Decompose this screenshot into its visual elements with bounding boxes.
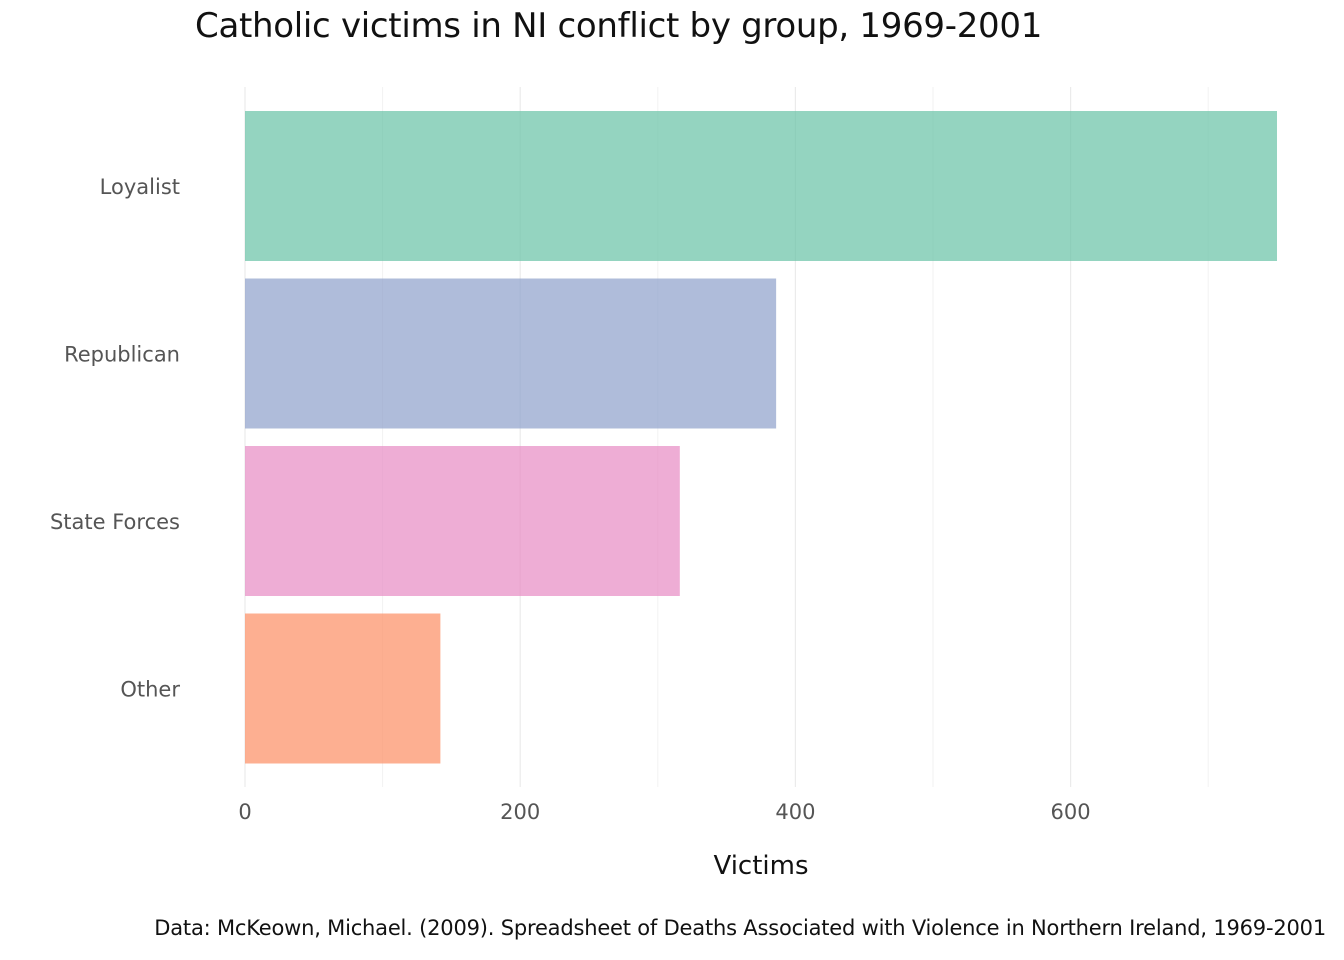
bar-republican bbox=[245, 278, 777, 429]
chart-title: Catholic victims in NI conflict by group… bbox=[195, 6, 1043, 46]
x-axis-tick-labels: 0 200 400 600 bbox=[238, 800, 1090, 824]
category-label: Other bbox=[120, 678, 180, 702]
category-label: Loyalist bbox=[100, 175, 180, 199]
x-tick-label: 400 bbox=[775, 800, 815, 824]
chart-caption: Data: McKeown, Michael. (2009). Spreadsh… bbox=[154, 916, 1326, 940]
x-tick-label: 0 bbox=[238, 800, 251, 824]
category-label: State Forces bbox=[50, 510, 180, 534]
x-tick-label: 600 bbox=[1051, 800, 1091, 824]
x-axis-title: Victims bbox=[713, 851, 808, 881]
x-tick-label: 200 bbox=[500, 800, 540, 824]
bar-other bbox=[245, 613, 441, 764]
bar-state-forces bbox=[245, 446, 680, 596]
bar-loyalist bbox=[245, 111, 1277, 261]
bars bbox=[245, 111, 1277, 764]
category-labels: Loyalist Republican State Forces Other bbox=[50, 175, 180, 702]
category-label: Republican bbox=[64, 343, 180, 367]
